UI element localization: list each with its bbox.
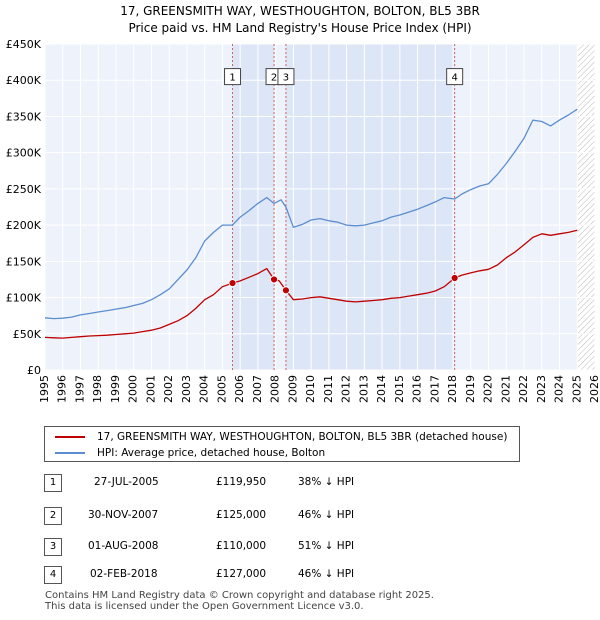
transaction-row: 1 27-JUL-2005 £119,950 38% ↓ HPI [44, 474, 444, 494]
marker-label: 1 [229, 73, 235, 84]
x-tick-label: 2011 [322, 375, 335, 403]
x-tick-label: 1998 [91, 375, 104, 403]
x-tick-label: 2024 [553, 375, 566, 403]
x-tick-label: 2009 [286, 375, 299, 403]
transaction-row: 3 01-AUG-2008 £110,000 51% ↓ HPI [44, 538, 444, 558]
footer-copyright: Contains HM Land Registry data © Crown c… [45, 590, 434, 601]
sale-point [451, 274, 458, 281]
transaction-row: 2 30-NOV-2007 £125,000 46% ↓ HPI [44, 507, 444, 527]
y-tick-label: £200K [6, 219, 42, 232]
transaction-hpi: 51% ↓ HPI [298, 540, 354, 552]
legend-label-property: 17, GREENSMITH WAY, WESTHOUGHTON, BOLTON… [97, 431, 507, 443]
marker-label: 4 [451, 73, 457, 84]
x-tick-label: 2006 [233, 375, 246, 403]
transaction-price: £119,950 [216, 476, 266, 488]
footer: Contains HM Land Registry data © Crown c… [45, 590, 434, 612]
x-tick-label: 2014 [375, 375, 388, 403]
x-tick-label: 2002 [162, 375, 175, 403]
sale-point [282, 287, 289, 294]
footer-licence: This data is licensed under the Open Gov… [45, 601, 434, 612]
x-tick-label: 2010 [304, 375, 317, 403]
x-tick-label: 2005 [215, 375, 228, 403]
legend-item-property: 17, GREENSMITH WAY, WESTHOUGHTON, BOLTON… [55, 429, 507, 445]
y-tick-label: £50K [13, 328, 42, 341]
transaction-date: 02-FEB-2018 [90, 568, 158, 580]
x-tick-label: 2021 [499, 375, 512, 403]
x-tick-label: 2018 [446, 375, 459, 403]
x-tick-label: 2007 [251, 375, 264, 403]
transaction-date: 30-NOV-2007 [88, 509, 158, 521]
transaction-row: 4 02-FEB-2018 £127,000 46% ↓ HPI [44, 566, 444, 586]
y-tick-label: £450K [6, 38, 42, 51]
x-tick-label: 2015 [393, 375, 406, 403]
x-tick-label: 2008 [269, 375, 282, 403]
y-tick-label: £250K [6, 183, 42, 196]
transaction-hpi: 46% ↓ HPI [298, 509, 354, 521]
x-tick-label: 2004 [198, 375, 211, 403]
transaction-date: 27-JUL-2005 [94, 476, 159, 488]
x-tick-label: 2020 [482, 375, 495, 403]
transaction-number: 4 [44, 566, 62, 584]
legend: 17, GREENSMITH WAY, WESTHOUGHTON, BOLTON… [44, 426, 520, 462]
y-tick-label: £350K [6, 110, 42, 123]
x-tick-label: 1999 [109, 375, 122, 403]
x-tick-label: 2013 [357, 375, 370, 403]
sale-point [229, 280, 236, 287]
x-tick-label: 2017 [428, 375, 441, 403]
y-tick-label: £150K [6, 255, 42, 268]
legend-swatch-property [55, 436, 85, 438]
transaction-date: 01-AUG-2008 [88, 540, 158, 552]
y-tick-label: £100K [6, 292, 42, 305]
legend-swatch-hpi [55, 452, 85, 454]
legend-item-hpi: HPI: Average price, detached house, Bolt… [55, 445, 325, 461]
transaction-number: 1 [44, 474, 62, 492]
transaction-price: £110,000 [216, 540, 266, 552]
transaction-number: 3 [44, 538, 62, 556]
x-tick-label: 2022 [517, 375, 530, 403]
x-tick-label: 2026 [588, 375, 600, 403]
marker-label: 2 [271, 73, 277, 84]
x-tick-label: 2000 [127, 375, 140, 403]
sale-point [271, 276, 278, 283]
transaction-price: £125,000 [216, 509, 266, 521]
transaction-price: £127,000 [216, 568, 266, 580]
price-chart: £0£50K£100K£150K£200K£250K£300K£350K£400… [0, 0, 600, 420]
x-tick-label: 2023 [535, 375, 548, 403]
transaction-hpi: 38% ↓ HPI [298, 476, 354, 488]
x-tick-label: 2003 [180, 375, 193, 403]
x-tick-label: 1996 [56, 375, 69, 403]
x-tick-label: 1997 [73, 375, 86, 403]
x-tick-label: 1995 [38, 375, 51, 403]
transaction-number: 2 [44, 507, 62, 525]
x-tick-label: 2025 [570, 375, 583, 403]
x-tick-label: 2001 [144, 375, 157, 403]
transaction-hpi: 46% ↓ HPI [298, 568, 354, 580]
marker-label: 3 [283, 73, 289, 84]
x-tick-label: 2016 [411, 375, 424, 403]
y-tick-label: £400K [6, 74, 42, 87]
x-tick-label: 2012 [340, 375, 353, 403]
forecast-region-hatch [577, 44, 595, 370]
x-tick-label: 2019 [464, 375, 477, 403]
y-tick-label: £300K [6, 147, 42, 160]
legend-label-hpi: HPI: Average price, detached house, Bolt… [97, 447, 325, 459]
